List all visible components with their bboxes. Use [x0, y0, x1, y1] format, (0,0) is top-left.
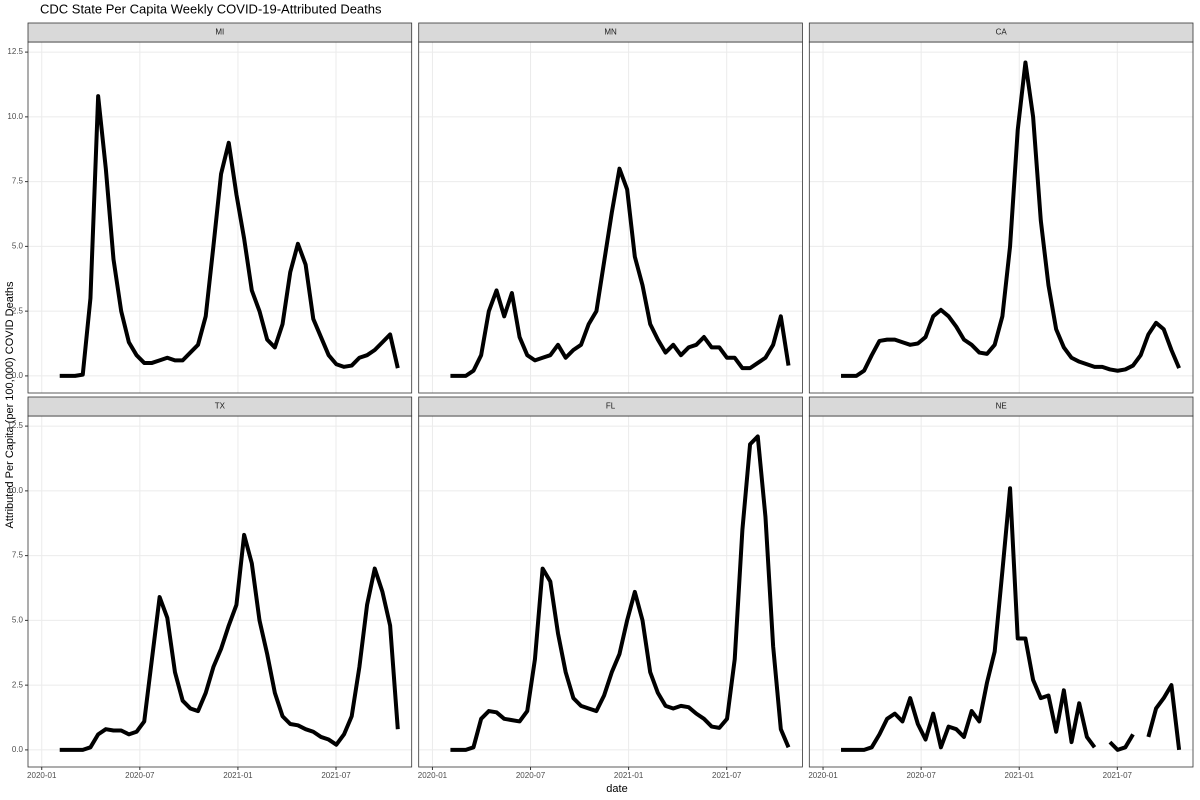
strip: [808, 396, 1194, 417]
data-line: [841, 60, 1181, 378]
strip-label: MN: [604, 28, 617, 37]
panel: 2020-01 2020-07 2021-01 2021-07 FL: [418, 396, 803, 780]
strip: [418, 22, 803, 43]
plot-area: [418, 42, 803, 393]
strip-label: NE: [996, 402, 1007, 411]
y-tick-label: 7.5: [12, 551, 24, 560]
plot-area: [28, 42, 412, 393]
x-tick-label: 2020-07: [906, 771, 936, 780]
data-line: [841, 486, 1182, 752]
plot-area: [809, 416, 1193, 767]
x-tick-label: 2021-01: [614, 771, 644, 780]
panel-background: [28, 416, 412, 767]
y-tick-label: 10.0: [7, 486, 23, 495]
strip-label: CA: [996, 28, 1008, 37]
x-tick-label: 2021-01: [1005, 771, 1035, 780]
plot-area: [809, 42, 1193, 393]
strip-label: TX: [215, 402, 226, 411]
plot-area: [28, 416, 412, 767]
data-line: [59, 532, 400, 752]
y-tick-label: 0.0: [12, 371, 24, 380]
x-tick-label: 2021-07: [1103, 771, 1133, 780]
x-tick-label: 2020-01: [418, 771, 448, 780]
x-tick-label: 2020-01: [808, 771, 838, 780]
data-line: [450, 434, 791, 752]
x-tick-label: 2021-07: [321, 771, 351, 780]
y-tick-label: 2.5: [12, 306, 24, 315]
strip: [418, 396, 803, 417]
y-tick-label: 12.5: [7, 47, 23, 56]
data-line: [59, 94, 400, 378]
panel: CA: [808, 22, 1194, 394]
panel: MN: [418, 22, 803, 394]
x-axis-title: date: [606, 783, 627, 795]
x-tick-label: 2021-07: [712, 771, 742, 780]
panel-background: [418, 416, 803, 767]
panel-background: [809, 42, 1193, 393]
x-tick-label: 2020-07: [125, 771, 155, 780]
strip-label: FL: [606, 402, 616, 411]
y-tick-label: 5.0: [12, 615, 24, 624]
panel: 0.0 2.5 5.0 7.5 10.0 12.5 MI: [7, 22, 413, 394]
y-tick-label: 10.0: [7, 112, 23, 121]
data-line: [450, 166, 791, 378]
strip: [27, 396, 413, 417]
y-tick-label: 7.5: [12, 177, 24, 186]
x-tick-label: 2020-07: [516, 771, 546, 780]
x-tick-label: 2021-01: [223, 771, 253, 780]
y-axis-title: Attributed Per Capita (per 100,000) COVI…: [4, 281, 16, 529]
chart-title: CDC State Per Capita Weekly COVID-19-Att…: [40, 1, 382, 16]
strip-label: MI: [215, 28, 224, 37]
x-tick-label: 2020-01: [27, 771, 57, 780]
y-tick-label: 12.5: [7, 421, 23, 430]
y-tick-label: 2.5: [12, 680, 24, 689]
y-tick-label: 5.0: [12, 241, 24, 250]
strip: [808, 22, 1194, 43]
strip: [27, 22, 413, 43]
plot-area: [418, 416, 803, 767]
panel: 2020-01 2020-07 2021-01 2021-07 NE: [808, 396, 1194, 780]
y-tick-label: 0.0: [12, 745, 24, 754]
panel: 0.0 2.5 5.0 7.5 10.0 12.5 2020-01 2020-07 2021-0…: [7, 396, 413, 780]
